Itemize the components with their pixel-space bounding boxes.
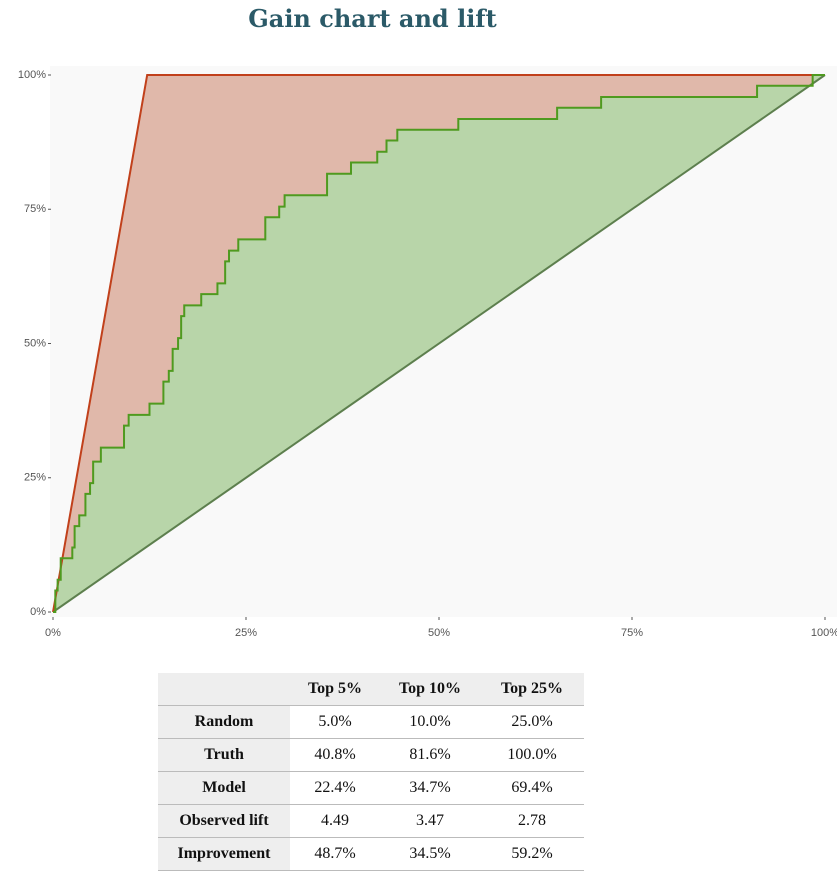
table-row: Model 22.4% 34.7% 69.4% (158, 771, 584, 805)
y-tick-label: 75% (24, 203, 46, 215)
y-tick-label: 100% (18, 69, 46, 81)
table-cell: 48.7% (290, 837, 380, 871)
column-header: Top 5% (290, 673, 380, 706)
x-tick-label: 75% (621, 627, 643, 639)
line (53, 74, 825, 613)
table-cell: 5.0% (290, 705, 380, 739)
table-cell: 10.0% (380, 705, 480, 739)
table-cell: 81.6% (380, 738, 480, 772)
table-cell: 100.0% (480, 738, 584, 772)
table-cell: 4.49 (290, 804, 380, 838)
table-row: Random 5.0% 10.0% 25.0% (158, 705, 584, 739)
chart-title: Gain chart and lift (248, 4, 497, 33)
corner-cell (158, 673, 290, 706)
table-cell: 2.78 (480, 804, 584, 838)
table-cell: 69.4% (480, 771, 584, 805)
table-cell: 34.5% (380, 837, 480, 871)
column-header: Top 10% (380, 673, 480, 706)
chart: 0% 25% 50% 75% 100% 0% 25% 50% 75% 100% (17, 68, 837, 639)
table-cell: 34.7% (380, 771, 480, 805)
y-tick-label: 50% (24, 337, 46, 349)
truth-area (53, 75, 825, 612)
x-tick-label: 0% (45, 627, 61, 639)
column-header: Top 25% (480, 673, 584, 706)
y-tick-label: 25% (24, 472, 46, 484)
header-row: Top 5% Top 10% Top 25% (158, 673, 584, 706)
line (52, 74, 825, 613)
row-label: Truth (158, 738, 290, 772)
row-label: Observed lift (158, 804, 290, 838)
row-label: Model (158, 771, 290, 805)
x-tick-label: 25% (235, 627, 257, 639)
x-tick-label: 50% (428, 627, 450, 639)
table-cell: 25.0% (480, 705, 584, 739)
y-tick-label: 0% (30, 606, 46, 618)
table-row: Truth 40.8% 81.6% 100.0% (158, 738, 584, 772)
x-tick-label: 100% (811, 627, 837, 639)
table-cell: 59.2% (480, 837, 584, 871)
row-label: Improvement (158, 837, 290, 871)
table-cell: 40.8% (290, 738, 380, 772)
table-row: Observed lift 4.49 3.47 2.78 (158, 804, 584, 838)
table-row: Improvement 48.7% 34.5% 59.2% (158, 837, 584, 871)
table-cell: 3.47 (380, 804, 480, 838)
row-label: Random (158, 705, 290, 739)
lift-table: Top 5% Top 10% Top 25% Random 5.0% 10.0% 25.0%… (158, 673, 584, 871)
table-cell: 22.4% (290, 771, 380, 805)
line (52, 74, 826, 613)
